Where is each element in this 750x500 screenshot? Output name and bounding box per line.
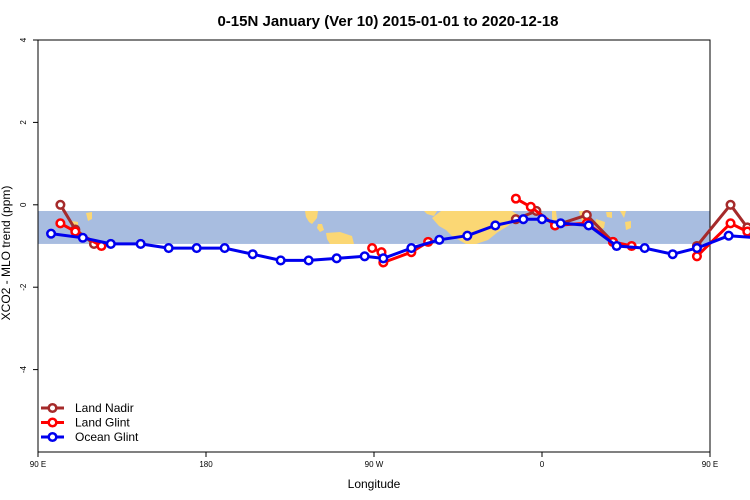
- plot-area: [37, 39, 750, 453]
- x-axis-label: Longitude: [348, 477, 401, 491]
- y-tick-label-1: 2: [19, 120, 28, 125]
- data-point-1-3-0: [691, 251, 702, 262]
- data-point-2-0-12: [378, 253, 389, 264]
- data-point-2-0-24: [691, 243, 702, 254]
- data-point-2-0-22: [639, 243, 650, 254]
- data-point-1-1-0: [367, 243, 378, 254]
- data-point-2-0-16: [490, 220, 501, 231]
- data-point-2-0-18: [536, 214, 548, 225]
- data-point-2-0-8: [275, 255, 286, 266]
- legend-item-0: Land Nadir: [41, 401, 134, 415]
- data-point-1-2-0: [510, 193, 521, 204]
- data-point-2-0-10: [331, 253, 342, 264]
- data-point-2-0-5: [191, 243, 202, 254]
- legend-label-1: Land Glint: [75, 416, 130, 430]
- data-point-2-0-4: [163, 243, 174, 254]
- data-point-2-0-6: [219, 243, 230, 254]
- data-point-2-0-9: [303, 255, 314, 266]
- data-point-2-0-2: [105, 238, 116, 249]
- y-tick-label-3: -2: [19, 283, 28, 291]
- data-point-1-0-0: [55, 218, 66, 229]
- x-tick-label-2: 90 W: [365, 460, 384, 469]
- data-point-2-0-25: [723, 230, 734, 241]
- series-layer: [46, 193, 750, 268]
- land-mass-2: [326, 232, 354, 244]
- data-point-2-0-3: [135, 238, 146, 249]
- legend-marker-2: [47, 431, 58, 443]
- data-point-2-0-7: [247, 249, 258, 260]
- land-mass-11: [86, 212, 92, 221]
- data-point-0-2-1: [725, 199, 736, 210]
- data-point-2-0-0: [46, 228, 57, 239]
- y-tick-label-4: -4: [19, 365, 28, 373]
- data-point-2-0-19: [555, 218, 566, 229]
- data-point-2-0-14: [434, 234, 445, 245]
- land-mass-3: [432, 211, 520, 244]
- data-point-2-0-17: [518, 214, 529, 225]
- data-point-1-3-2: [742, 226, 750, 237]
- x-tick-label-3: 0: [540, 460, 545, 469]
- data-point-1-2-1: [525, 201, 536, 212]
- data-point-2-0-15: [462, 230, 473, 241]
- y-tick-label-0: 4: [19, 37, 28, 42]
- data-point-1-3-1: [725, 218, 736, 229]
- land-mass-8: [606, 212, 612, 218]
- data-point-2-0-20: [583, 220, 594, 231]
- legend-item-2: Ocean Glint: [41, 430, 139, 444]
- land-mass-0: [305, 211, 318, 224]
- land-mass-1: [317, 224, 324, 232]
- chart-title: 0-15N January (Ver 10) 2015-01-01 to 202…: [217, 13, 558, 30]
- legend-marker-0: [47, 402, 58, 414]
- legend-item-1: Land Glint: [41, 416, 130, 430]
- data-point-2-0-11: [359, 251, 370, 262]
- data-point-2-0-13: [406, 243, 417, 254]
- land-mass-10: [625, 221, 631, 230]
- x-tick-label-1: 180: [199, 460, 213, 469]
- data-point-2-0-21: [611, 240, 622, 252]
- data-point-0-0-0: [55, 199, 66, 210]
- y-tick-label-2: 0: [19, 202, 28, 207]
- y-axis: 4 2 0 -2 -4: [19, 37, 38, 373]
- data-point-2-0-1: [77, 232, 88, 243]
- series-line-1-3: [695, 221, 750, 258]
- legend-marker-1: [47, 417, 58, 428]
- land-mass-4: [424, 211, 437, 216]
- y-axis-label: XCO2 - MLO trend (ppm): [0, 186, 13, 321]
- series-ocean-glint: [46, 214, 750, 266]
- legend-label-0: Land Nadir: [75, 401, 134, 415]
- x-tick-label-4: 90 E: [702, 460, 718, 469]
- land-mass-9: [620, 211, 626, 218]
- data-point-2-0-23: [667, 249, 678, 260]
- data-point-0-1-3: [581, 210, 592, 221]
- x-tick-label-0: 90 E: [30, 460, 46, 469]
- x-axis: 90 E 180 90 W 0 90 E: [30, 452, 718, 469]
- legend-label-2: Ocean Glint: [75, 430, 139, 444]
- data-point-1-0-1: [70, 226, 81, 237]
